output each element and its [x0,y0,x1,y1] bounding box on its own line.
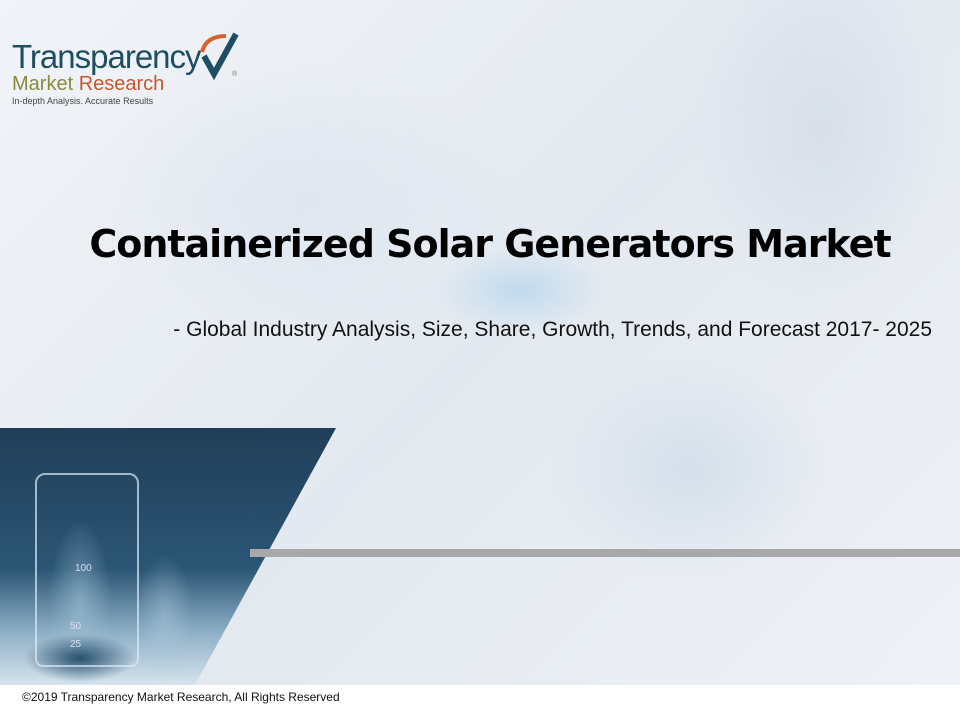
flask-mark: 25 [70,639,82,650]
logo-line2: Market Research [12,73,165,95]
logo-line1: Transparency [12,38,202,75]
copyright-footer: ©2019 Transparency Market Research, All … [22,690,340,704]
divider-bar [250,549,960,557]
company-logo: Transparency Market Research In-depth An… [12,38,202,107]
logo-tagline: In-depth Analysis. Accurate Results [12,96,154,106]
page-subtitle: - Global Industry Analysis, Size, Share,… [173,318,932,341]
flask-mark: 100 [75,563,92,574]
checkmark-logo-icon: ® [200,32,239,80]
flask-image [35,473,139,667]
page-title: Containerized Solar Generators Market [89,222,891,266]
svg-text:®: ® [232,70,238,78]
flask-mark: 50 [70,621,82,632]
